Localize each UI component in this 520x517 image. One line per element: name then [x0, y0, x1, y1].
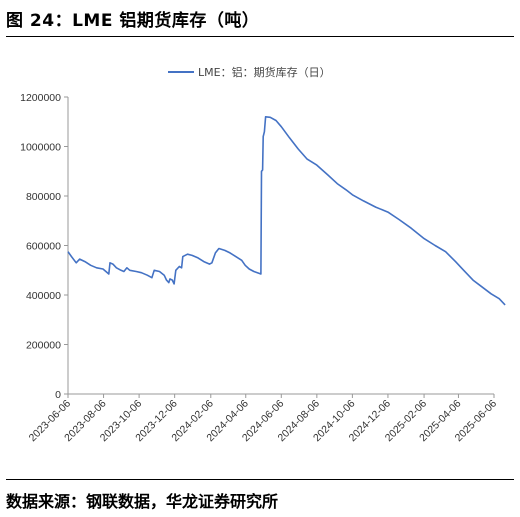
y-tick-label: 800000	[26, 191, 61, 203]
y-tick-label: 200000	[26, 340, 61, 352]
legend-label: LME：铝：期货库存（日）	[198, 65, 331, 79]
series-line-lme-aluminum-stock	[67, 116, 506, 306]
plot-area	[67, 116, 506, 306]
y-tick-label: 400000	[26, 290, 61, 302]
top-divider	[6, 36, 514, 37]
y-tick-label: 1200000	[20, 92, 61, 104]
source-note: 数据来源：钢联数据，华龙证券研究所	[6, 492, 279, 511]
line-chart: LME：铝：期货库存（日） 0 200000 400000 600000 800000 1…	[20, 65, 506, 444]
figure-title: 图 24：LME 铝期货库存（吨）	[6, 11, 260, 31]
chart-axes: 0200000400000600000800000100000012000002…	[20, 92, 499, 444]
bottom-divider	[6, 479, 514, 480]
y-tick-label: 0	[55, 389, 61, 401]
chart-legend: LME：铝：期货库存（日）	[168, 65, 331, 79]
y-tick-label: 600000	[26, 241, 61, 253]
y-tick-label: 1000000	[20, 142, 61, 154]
